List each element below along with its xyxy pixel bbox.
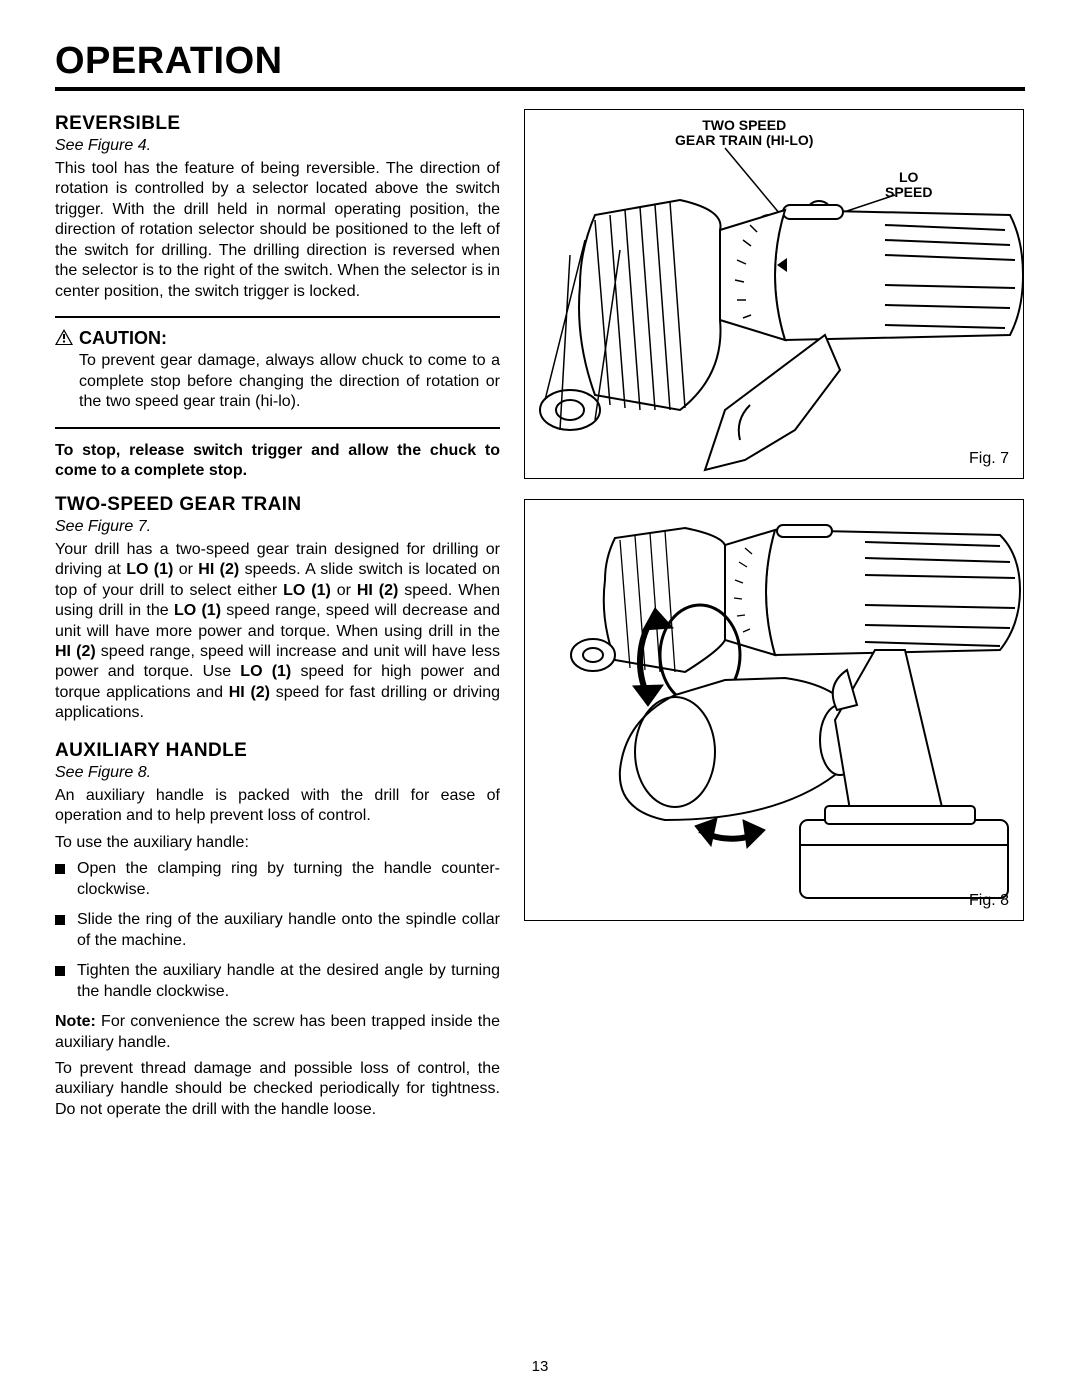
divider-top	[55, 316, 500, 318]
caution-body: To prevent gear damage, always allow chu…	[79, 351, 500, 412]
aux-handle-see-figure: See Figure 8.	[55, 764, 500, 782]
figure-7-box: TWO SPEEDGEAR TRAIN (HI-LO) LOSPEED HISP…	[524, 109, 1024, 479]
divider-bottom	[55, 427, 500, 429]
caution-block: CAUTION: To prevent gear damage, always …	[55, 328, 500, 412]
gear-train-heading: TWO-SPEED GEAR TRAIN	[55, 494, 500, 516]
figure-8-box: Fig. 8	[524, 499, 1024, 921]
aux-handle-note: Note: For convenience the screw has been…	[55, 1012, 500, 1053]
caution-heading: CAUTION:	[55, 328, 500, 349]
stop-note: To stop, release switch trigger and allo…	[55, 441, 500, 482]
drill-aux-handle-illustration	[525, 500, 1023, 920]
page-title: OPERATION	[55, 40, 1025, 91]
list-item: Tighten the auxiliary handle at the desi…	[77, 961, 500, 1002]
figure-7-label: Fig. 7	[969, 450, 1009, 468]
left-column: REVERSIBLE See Figure 4. This tool has t…	[55, 109, 500, 1126]
right-column: TWO SPEEDGEAR TRAIN (HI-LO) LOSPEED HISP…	[524, 109, 1024, 1126]
aux-handle-heading: AUXILIARY HANDLE	[55, 740, 500, 762]
caution-label: CAUTION:	[79, 328, 167, 348]
page-number: 13	[532, 1358, 549, 1375]
reversible-see-figure: See Figure 4.	[55, 137, 500, 155]
list-item: Slide the ring of the auxiliary handle o…	[77, 910, 500, 951]
reversible-body: This tool has the feature of being rever…	[55, 159, 500, 302]
aux-handle-steps: Open the clamping ring by turning the ha…	[55, 859, 500, 1002]
aux-handle-use-label: To use the auxiliary handle:	[55, 833, 500, 853]
aux-handle-closing: To prevent thread damage and possible lo…	[55, 1059, 500, 1120]
drill-top-illustration	[525, 110, 1023, 478]
figure-8-label: Fig. 8	[969, 892, 1009, 910]
gear-train-body: Your drill has a two-speed gear train de…	[55, 540, 500, 724]
gear-train-see-figure: See Figure 7.	[55, 518, 500, 536]
content-columns: REVERSIBLE See Figure 4. This tool has t…	[55, 109, 1025, 1126]
warning-triangle-icon	[55, 329, 73, 345]
aux-handle-intro: An auxiliary handle is packed with the d…	[55, 786, 500, 827]
reversible-heading: REVERSIBLE	[55, 113, 500, 135]
list-item: Open the clamping ring by turning the ha…	[77, 859, 500, 900]
